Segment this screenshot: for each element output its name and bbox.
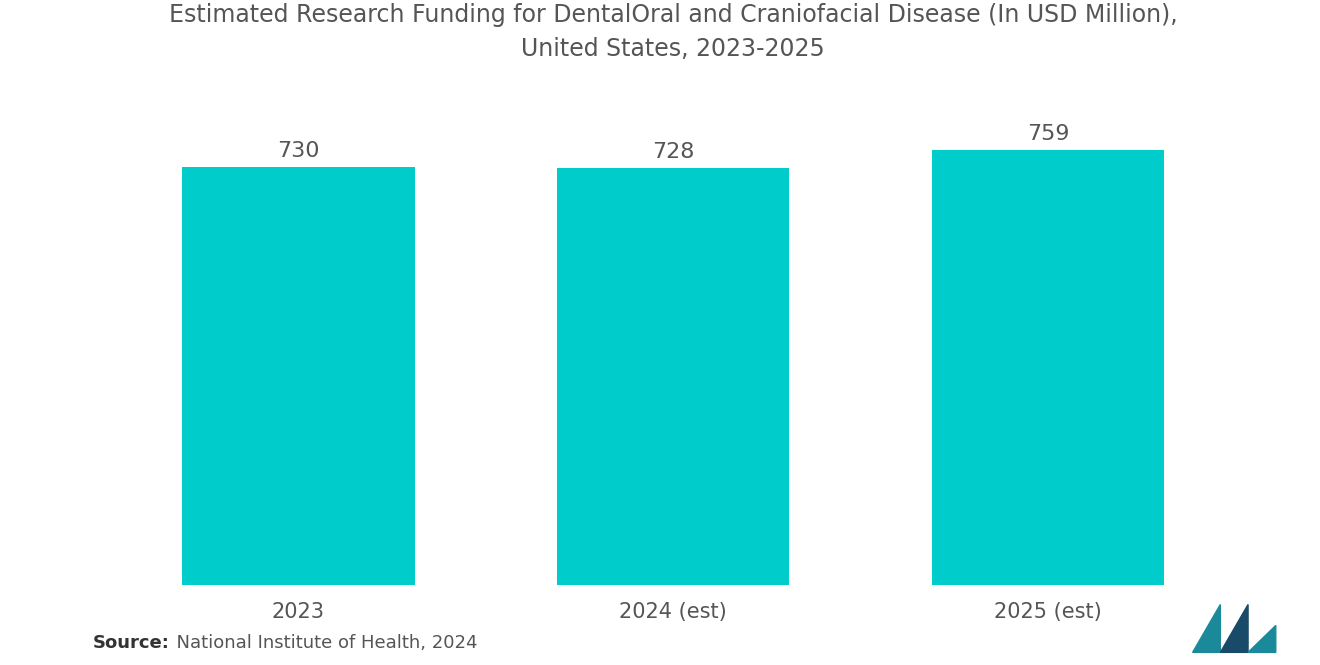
Text: 728: 728 xyxy=(652,142,694,162)
Text: National Institute of Health, 2024: National Institute of Health, 2024 xyxy=(165,634,478,652)
Bar xyxy=(182,167,414,585)
Text: 730: 730 xyxy=(277,141,319,161)
Polygon shape xyxy=(1249,625,1275,652)
Bar xyxy=(932,150,1164,585)
Text: 759: 759 xyxy=(1027,124,1069,144)
Polygon shape xyxy=(1193,604,1220,652)
Title: Estimated Research Funding for DentalOral and Craniofacial Disease (In USD Milli: Estimated Research Funding for DentalOra… xyxy=(169,3,1177,61)
Bar xyxy=(557,168,789,585)
Polygon shape xyxy=(1220,604,1249,652)
Text: Source:: Source: xyxy=(92,634,169,652)
